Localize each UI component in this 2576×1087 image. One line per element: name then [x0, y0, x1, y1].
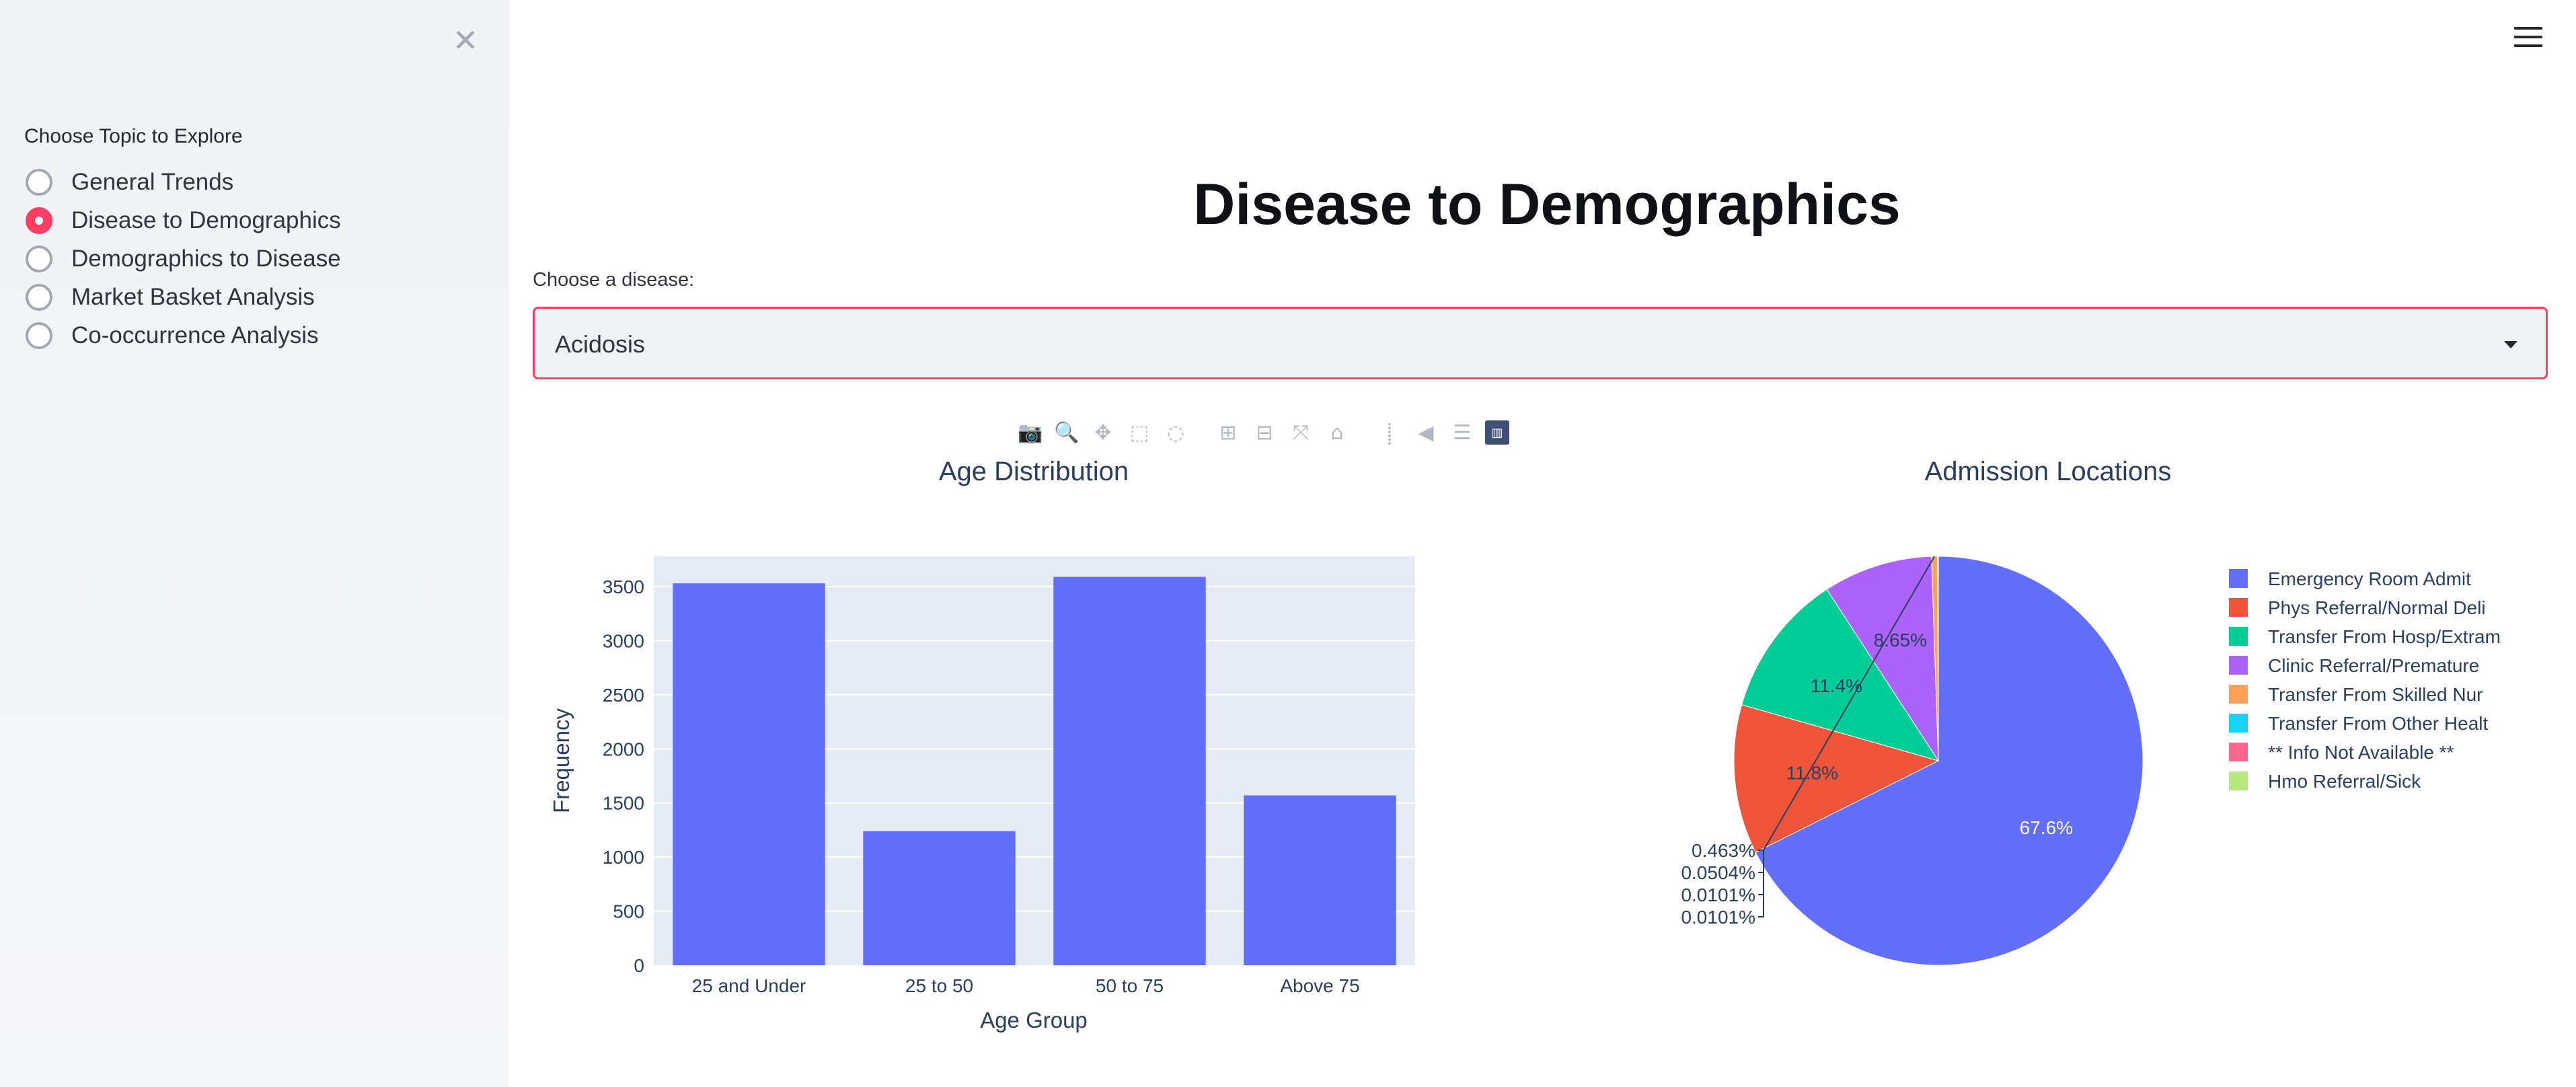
legend-swatch — [2229, 685, 2248, 704]
legend-label: Phys Referral/Normal Deli — [2268, 597, 2486, 618]
zoom-icon[interactable]: 🔍 — [1054, 420, 1079, 445]
pie-slice — [1733, 704, 1940, 853]
x-tick-label: 50 to 75 — [1096, 975, 1164, 996]
topic-radio-group: General Trends Disease to Demographics D… — [26, 163, 341, 354]
legend-label: Emergency Room Admit — [2268, 568, 2471, 589]
y-tick-label: 3500 — [603, 576, 644, 597]
x-tick-label: 25 to 50 — [905, 975, 973, 996]
disease-select-value: Acidosis — [555, 330, 646, 358]
zoom-out-icon[interactable]: ⊟ — [1256, 420, 1273, 445]
pie-outside-label: 0.0101% — [1681, 907, 1755, 928]
pie-slice-label: 67.6% — [2020, 817, 2073, 838]
pie-chart-labels: 67.6%11.8%11.4%8.65%0.463%0.0504%0.0101%… — [1681, 556, 2073, 928]
radio-option-label: Co-occurrence Analysis — [71, 322, 319, 348]
x-tick-label: Above 75 — [1280, 975, 1359, 996]
box-select-icon[interactable]: ⬚ — [1129, 420, 1149, 445]
legend-swatch — [2229, 569, 2248, 588]
y-tick-label: 2000 — [603, 739, 644, 759]
radio-option-market-basket-analysis[interactable]: Market Basket Analysis — [26, 278, 341, 316]
legend-label: Transfer From Other Healt — [2268, 713, 2488, 734]
y-tick-label: 1500 — [603, 793, 644, 814]
legend-swatch — [2229, 772, 2248, 790]
legend-label: Clinic Referral/Premature — [2268, 655, 2479, 676]
legend-label: Transfer From Skilled Nur — [2268, 684, 2483, 705]
y-tick-label: 2500 — [603, 685, 644, 706]
plotly-logo-icon[interactable]: ▥ — [1485, 420, 1509, 445]
y-tick-label: 1000 — [603, 847, 644, 868]
bar-chart-y-axis-label: Frequency — [549, 708, 574, 813]
pie-outside-label: 0.0101% — [1681, 885, 1755, 905]
chevron-down-icon[interactable] — [2504, 341, 2517, 348]
radio-option-label: General Trends — [71, 168, 234, 195]
bar-chart-bars — [673, 576, 1396, 965]
bar — [863, 831, 1016, 965]
camera-icon[interactable]: 📷 — [1018, 420, 1043, 445]
radio-option-demographics-to-disease[interactable]: Demographics to Disease — [26, 239, 341, 278]
bar — [1053, 576, 1206, 965]
bar-chart-x-ticks: 25 and Under 25 to 50 50 to 75 Above 75 — [692, 975, 1360, 996]
page-title: Disease to Demographics — [1193, 172, 1901, 237]
bar-chart-y-ticks: 0 500 1000 1500 2000 2500 3000 3500 — [603, 576, 644, 976]
pie-chart-slices — [1733, 556, 2144, 966]
radio-button[interactable] — [26, 245, 52, 272]
bar — [673, 583, 825, 965]
pie-chart-legend: Emergency Room Admit Phys Referral/Normal… — [2229, 568, 2501, 792]
sidebar: ✕ Choose Topic to Explore General Trends… — [0, 0, 509, 1087]
menu-line — [2514, 36, 2542, 38]
pie-slice-label: 8.65% — [1874, 630, 1927, 650]
hamburger-menu-icon[interactable] — [2514, 27, 2542, 51]
hover-closest-icon[interactable]: ◀ — [1418, 420, 1434, 445]
pie-chart-title: Admission Locations — [1925, 457, 2172, 486]
y-tick-label: 500 — [613, 901, 644, 922]
pie-outside-label: 0.0504% — [1681, 862, 1755, 883]
legend-swatch — [2229, 627, 2248, 646]
radio-option-label: Demographics to Disease — [71, 245, 341, 272]
topic-radio-label: Choose Topic to Explore — [24, 125, 243, 147]
radio-button[interactable] — [26, 322, 52, 349]
menu-line — [2514, 44, 2542, 47]
pan-icon[interactable]: ✥ — [1094, 420, 1112, 445]
legend-swatch — [2229, 656, 2248, 675]
y-tick-label: 3000 — [603, 630, 644, 651]
pie-slice — [1755, 556, 2144, 966]
legend-swatch — [2229, 743, 2248, 761]
zoom-in-icon[interactable]: ⊞ — [1219, 420, 1237, 445]
x-tick-label: 25 and Under — [692, 975, 806, 996]
legend-label: Hmo Referral/Sick — [2268, 771, 2421, 792]
menu-line — [2514, 27, 2542, 30]
pie-slice — [1741, 589, 1940, 761]
radio-option-label: Disease to Demographics — [71, 207, 341, 233]
legend-label: ** Info Not Available ** — [2268, 742, 2454, 763]
disease-select[interactable]: Acidosis — [533, 307, 2548, 379]
bar — [1244, 795, 1396, 965]
lasso-icon[interactable]: ◌ — [1166, 420, 1185, 445]
pie-slice — [1826, 556, 1939, 762]
y-tick-label: 0 — [634, 955, 644, 976]
radio-option-co-occurrence-analysis[interactable]: Co-occurrence Analysis — [26, 316, 341, 354]
bar-chart-x-axis-label: Age Group — [980, 1008, 1088, 1033]
spike-lines-icon[interactable]: ⸽ — [1387, 422, 1392, 446]
pie-slice-label: 11.4% — [1811, 675, 1862, 696]
radio-button[interactable] — [26, 283, 52, 311]
close-icon[interactable]: ✕ — [452, 23, 479, 58]
radio-option-general-trends[interactable]: General Trends — [26, 163, 341, 201]
radio-option-disease-to-demographics[interactable]: Disease to Demographics — [26, 201, 341, 239]
autoscale-icon[interactable]: ⤧ — [1293, 420, 1309, 445]
reset-axes-icon[interactable]: ⌂ — [1330, 420, 1344, 445]
pie-outside-label: 0.463% — [1692, 840, 1755, 861]
radio-button-selected[interactable] — [26, 207, 52, 234]
legend-swatch — [2229, 598, 2248, 617]
disease-select-label: Choose a disease: — [533, 269, 695, 291]
radio-button[interactable] — [26, 168, 52, 196]
chart-modebar: 📷 🔍 ✥ ⬚ ◌ ⊞ ⊟ ⤧ ⌂ ⸽ ◀ ☰ ▥ — [1017, 419, 1509, 446]
hover-compare-icon[interactable]: ☰ — [1453, 420, 1472, 445]
legend-swatch — [2229, 714, 2248, 733]
pie-label-leader — [1763, 556, 1936, 851]
radio-option-label: Market Basket Analysis — [71, 283, 315, 310]
bar-chart-title: Age Distribution — [939, 457, 1129, 486]
legend-label: Transfer From Hosp/Extram — [2268, 626, 2501, 647]
